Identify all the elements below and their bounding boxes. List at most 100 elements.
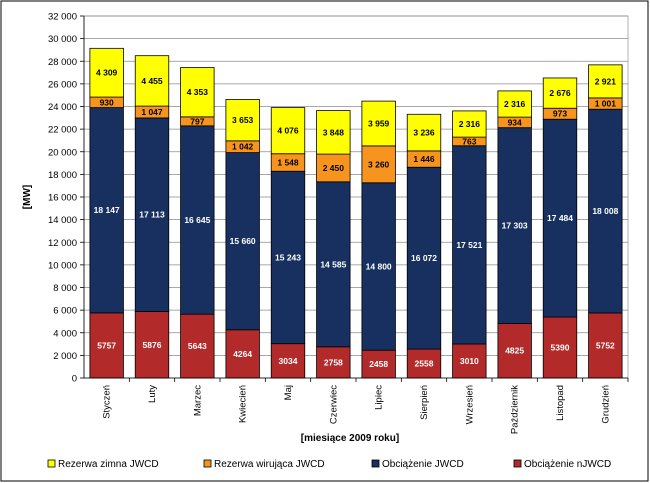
data-label: 5643: [188, 341, 207, 351]
bar-segment: [270, 170, 306, 345]
bar-segment: [588, 108, 623, 314]
data-label: 4264: [233, 349, 252, 359]
x-tick-label: Październik: [510, 385, 521, 434]
x-tick-label: Styczeń: [102, 385, 113, 419]
data-label: 18 147: [94, 205, 120, 215]
data-label: 1 446: [413, 154, 435, 164]
y-tick-label: 4 000: [53, 328, 77, 339]
data-label: 17 303: [502, 221, 528, 231]
bar-segment: [316, 346, 351, 379]
bar-segment: [361, 182, 396, 351]
bars: 5757 18 147 930 4 309 5876 17 113 1 047 4 455 56…: [89, 47, 623, 379]
data-label: 4 353: [187, 87, 209, 97]
data-label: 4 076: [277, 126, 299, 136]
data-label: 973: [553, 109, 567, 119]
y-tick-label: 24 000: [48, 102, 77, 113]
bar-segment: [497, 323, 532, 379]
x-tick-label: Luty: [147, 385, 158, 403]
bar-segment: [316, 110, 351, 155]
y-tick-label: 26 000: [48, 79, 77, 90]
data-label: 18 008: [592, 206, 618, 216]
data-label: 763: [462, 136, 476, 146]
data-label: 17 521: [456, 240, 482, 250]
bar-segment: [542, 77, 578, 109]
legend-swatch: [203, 459, 212, 468]
y-tick-label: 28 000: [48, 57, 77, 68]
axes: 0 2 000 4 000 6 000 8 000 10 000 12 000 14 000 1…: [22, 12, 629, 444]
data-label: 3010: [460, 356, 479, 366]
data-label: 1 047: [141, 107, 163, 117]
y-tick-label: 18 000: [48, 170, 77, 181]
legend-label: Rezerwa wirująca JWCD: [214, 459, 325, 470]
data-label: 15 243: [275, 252, 301, 262]
legend-swatch: [513, 459, 522, 468]
x-tick-label: Marzec: [192, 385, 203, 416]
data-label: 5390: [551, 343, 570, 353]
legend-label: Rezerwa zimna JWCD: [58, 459, 159, 470]
data-label: 4 309: [96, 68, 118, 78]
bar-segment: [406, 113, 442, 152]
x-tick-label: Grudzień: [600, 385, 611, 424]
x-tick-label: Wrzesień: [464, 385, 475, 424]
data-label: 797: [190, 116, 204, 126]
y-tick-label: 20 000: [48, 147, 77, 158]
data-label: 5757: [97, 340, 116, 350]
bar-segment: [225, 99, 260, 142]
bar-segment: [316, 181, 351, 348]
bar-segment: [270, 107, 306, 155]
y-tick-label: 10 000: [48, 260, 77, 271]
y-tick-label: 6 000: [53, 306, 77, 317]
data-label: 2758: [324, 357, 343, 367]
data-label: 2 316: [504, 99, 526, 109]
y-tick-label: 30 000: [48, 34, 77, 45]
data-label: 930: [100, 97, 114, 107]
y-tick-label: 32 000: [48, 12, 77, 23]
data-label: 5752: [596, 340, 615, 350]
bar-segment: [225, 152, 260, 331]
data-label: 2458: [369, 359, 388, 369]
bar-segment: [180, 313, 215, 379]
bar-segment: [361, 349, 396, 379]
data-label: 3 959: [368, 118, 390, 128]
bar-segment: [134, 117, 170, 312]
data-label: 16 072: [411, 253, 437, 263]
bar-segment: [588, 312, 623, 379]
data-label: 2558: [415, 359, 434, 369]
data-label: 1 001: [595, 99, 617, 109]
bar-segment: [89, 107, 124, 314]
bar-segment: [134, 55, 170, 107]
bar-segment: [497, 127, 532, 324]
y-tick-label: 16 000: [48, 193, 77, 204]
legend-label: Obciążenie JWCD: [382, 459, 464, 470]
y-tick-label: 8 000: [53, 283, 77, 294]
data-label: 14 585: [320, 259, 346, 269]
x-tick-label: Lipiec: [374, 385, 385, 410]
data-label: 3034: [279, 356, 298, 366]
y-axis-title: [MW]: [22, 185, 33, 209]
legend-swatch: [47, 459, 56, 468]
x-tick-label: Listopad: [555, 385, 566, 421]
y-tick-label: 12 000: [48, 238, 77, 249]
legend-swatch: [371, 459, 380, 468]
y-tick-label: 2 000: [53, 351, 77, 362]
bar-segment: [497, 90, 532, 118]
data-label: 2 316: [459, 119, 481, 129]
bar-segment: [270, 343, 306, 379]
data-label: 4 455: [141, 76, 163, 86]
legend: Rezerwa zimna JWCD Rezerwa wirująca JWCD O…: [47, 459, 611, 470]
data-label: 17 113: [139, 210, 165, 220]
legend-label: Obciążenie nJWCD: [524, 459, 611, 470]
data-label: 16 645: [184, 215, 210, 225]
gridlines: [83, 15, 629, 379]
y-tick-label: 14 000: [48, 215, 77, 226]
bar-segment: [361, 100, 396, 147]
bar-segment: [180, 125, 215, 315]
data-label: 3 848: [323, 127, 345, 137]
data-label: 2 921: [595, 76, 617, 86]
data-label: 2 676: [549, 88, 571, 98]
data-label: 3 260: [368, 159, 390, 169]
x-tick-label: Czerwiec: [328, 385, 339, 424]
x-tick-label: Sierpień: [419, 385, 430, 420]
